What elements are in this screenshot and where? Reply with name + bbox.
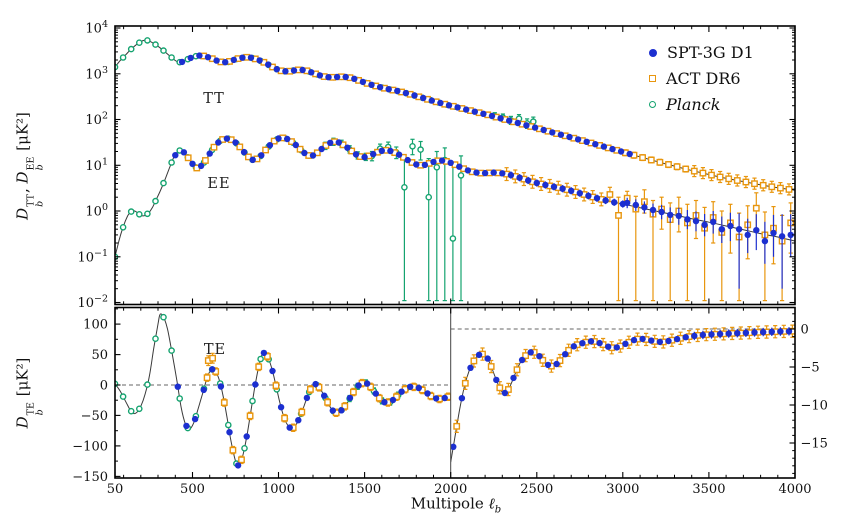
bottom-panel-border xyxy=(114,306,796,479)
x-axis-label: Multipole ℓb xyxy=(410,494,502,516)
spt-marker-icon xyxy=(649,48,657,57)
svg-text:0: 0 xyxy=(100,379,108,394)
svg-text:102: 102 xyxy=(85,111,108,129)
svg-text:−15: −15 xyxy=(801,437,828,452)
top-panel-data xyxy=(115,37,795,302)
svg-text:3500: 3500 xyxy=(692,482,725,497)
planck-marker-icon xyxy=(649,101,656,108)
svg-text:100: 100 xyxy=(83,318,108,333)
svg-text:101: 101 xyxy=(85,156,108,174)
y-axis-label-bottom: D TE b [μK²] xyxy=(13,357,46,429)
svg-text:50: 50 xyxy=(107,482,124,497)
act-marker-icon xyxy=(649,75,656,82)
svg-text:1000: 1000 xyxy=(262,482,295,497)
svg-text:−100: −100 xyxy=(72,439,108,454)
svg-text:2000: 2000 xyxy=(434,482,467,497)
te-right-data xyxy=(450,324,795,463)
svg-text:4000: 4000 xyxy=(778,482,811,497)
svg-text:−50: −50 xyxy=(81,409,108,424)
svg-text:10−2: 10−2 xyxy=(77,294,108,312)
svg-text:50: 50 xyxy=(91,348,108,363)
svg-text:−5: −5 xyxy=(801,361,820,376)
legend-label-planck: Planck xyxy=(666,95,721,114)
svg-text:103: 103 xyxy=(85,65,108,83)
svg-text:2500: 2500 xyxy=(520,482,553,497)
svg-text:−150: −150 xyxy=(72,470,108,485)
svg-text:104: 104 xyxy=(85,19,108,37)
svg-text:500: 500 xyxy=(180,482,205,497)
svg-text:3000: 3000 xyxy=(606,482,639,497)
svg-text:100: 100 xyxy=(85,202,108,220)
legend-item-act: ACT DR6 xyxy=(649,68,754,89)
svg-text:1500: 1500 xyxy=(348,482,381,497)
svg-text:0: 0 xyxy=(801,323,809,338)
label-te: TE xyxy=(203,342,227,358)
svg-text:10−1: 10−1 xyxy=(77,248,108,266)
te-left-data xyxy=(115,313,451,469)
y-axis-label-top: D TT b, D EE b [μK²] xyxy=(13,112,46,220)
svg-text:−10: −10 xyxy=(801,399,828,414)
legend-item-planck: Planck xyxy=(649,94,754,115)
legend-item-spt: SPT-3G D1 xyxy=(649,42,754,63)
legend: SPT-3G D1 ACT DR6 Planck xyxy=(649,42,754,115)
label-ee: EE xyxy=(207,176,231,192)
label-tt: TT xyxy=(203,91,225,107)
legend-label-act: ACT DR6 xyxy=(666,69,741,88)
legend-label-spt: SPT-3G D1 xyxy=(667,43,754,62)
